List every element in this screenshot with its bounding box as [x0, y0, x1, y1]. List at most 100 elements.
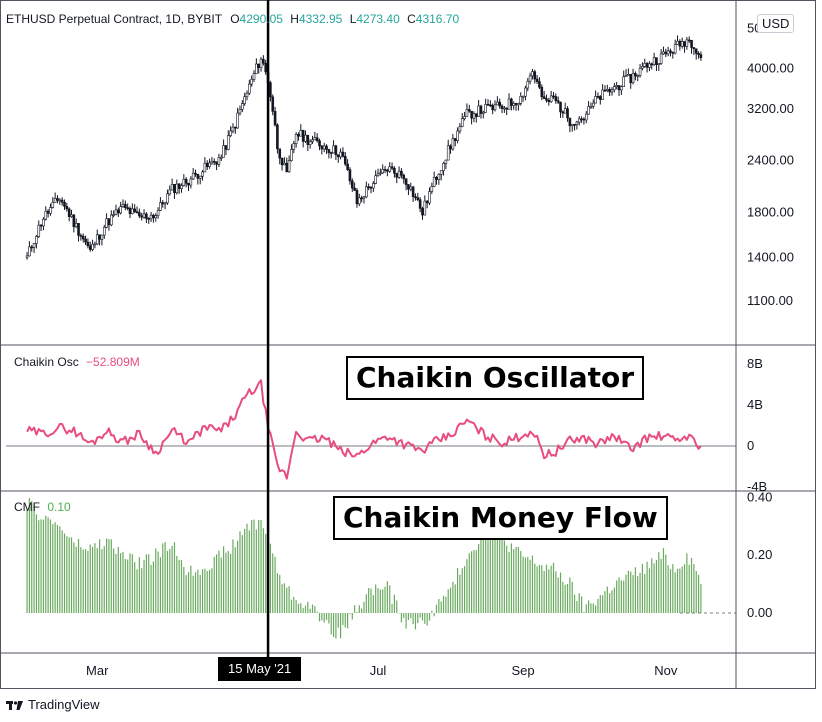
candle-body [439, 170, 443, 175]
high-value: 4332.95 [298, 12, 343, 26]
candle-body [49, 207, 52, 214]
footer-brand-label: TradingView [28, 697, 100, 712]
candle-body [95, 234, 99, 245]
candle-body [245, 92, 249, 98]
candle-body [84, 238, 87, 243]
candle-body [659, 53, 663, 64]
candle-body [692, 47, 696, 50]
candle-body [358, 197, 361, 205]
candle-body [170, 184, 174, 191]
candle-body [283, 162, 286, 166]
open-value: 4290.05 [239, 12, 283, 26]
candle-body [210, 160, 214, 164]
candle-body [652, 57, 656, 65]
candle-body [608, 89, 611, 93]
candle-body [498, 101, 501, 107]
candle-body [280, 157, 284, 166]
candle-body [556, 100, 560, 103]
candle-body [264, 62, 268, 73]
candle-body [449, 145, 452, 150]
candle-body [343, 155, 347, 165]
candle-body [124, 203, 127, 208]
candle-body [306, 134, 310, 145]
price-tick-label: 1400.00 [747, 250, 794, 265]
candle-body [634, 73, 637, 77]
candle-body [77, 223, 80, 236]
tradingview-logo-icon [6, 700, 23, 710]
candle-body [470, 110, 473, 119]
candle-body [671, 51, 675, 54]
candle-body [156, 210, 160, 216]
candle-body [416, 197, 420, 201]
candle-body [184, 178, 188, 184]
candle-body [350, 180, 354, 189]
candle-body [60, 199, 64, 203]
candle-body [46, 210, 50, 214]
candle-body [79, 235, 83, 237]
candle-body [397, 170, 401, 178]
candle-body [437, 174, 441, 180]
candle-body [631, 73, 635, 84]
candle-body [304, 134, 307, 142]
candle-body [86, 241, 90, 247]
currency-badge[interactable]: USD [757, 14, 795, 33]
cmf-tick-label: 0.40 [747, 489, 772, 504]
candle-body [273, 111, 277, 126]
candle-body [521, 95, 525, 98]
low-value: 4273.40 [356, 12, 400, 26]
candle-body [250, 78, 253, 85]
candle-body [198, 175, 202, 179]
candle-body [145, 213, 148, 219]
candle-body [189, 178, 193, 186]
low-label: L [349, 12, 357, 26]
candle-body [236, 112, 239, 129]
candle-body [402, 174, 406, 180]
candle-body [620, 86, 623, 91]
osc-annotation: Chaikin Oscillator [346, 356, 645, 400]
candle-body [107, 218, 111, 226]
footer-brand[interactable]: TradingView [6, 697, 100, 712]
candle-body [109, 214, 113, 226]
price-tick-label: 1100.00 [747, 293, 793, 308]
osc-legend-label: Chaikin Osc [14, 355, 79, 369]
candle-body [32, 243, 36, 248]
candle-body [367, 186, 370, 189]
candle-body [81, 235, 85, 240]
candle-body [699, 54, 703, 59]
candle-body [648, 63, 651, 68]
candle-body [74, 223, 78, 228]
candle-body [166, 193, 169, 204]
candle-body [229, 130, 232, 136]
candle-body [63, 201, 66, 207]
candle-body [336, 154, 340, 158]
candle-body [444, 159, 448, 164]
candle-body [149, 214, 153, 220]
candle-body [154, 215, 158, 219]
candle-body [262, 58, 265, 64]
candle-body [617, 85, 621, 91]
osc-legend-value: −52.809M [86, 355, 140, 369]
candle-body [570, 124, 574, 127]
candle-body [42, 218, 45, 227]
marker-date-badge: 15 May '21 [218, 657, 302, 681]
candle-body [376, 173, 380, 177]
cmf-annotation: Chaikin Money Flow [333, 496, 668, 540]
candle-body [456, 130, 459, 141]
candle-body [666, 50, 670, 55]
candle-body [540, 86, 544, 98]
candle-body [196, 173, 200, 179]
candle-body [484, 104, 487, 113]
candle-body [643, 63, 647, 67]
candle-body [224, 145, 228, 150]
candle-body [70, 214, 73, 217]
candle-body [152, 214, 155, 219]
candle-body [566, 108, 569, 119]
candle-body [573, 124, 576, 126]
candle-body [112, 214, 115, 216]
candle-body [163, 202, 167, 205]
candle-body [135, 211, 139, 213]
candle-body [205, 162, 209, 167]
candle-body [477, 105, 480, 117]
candle-body [325, 145, 328, 150]
